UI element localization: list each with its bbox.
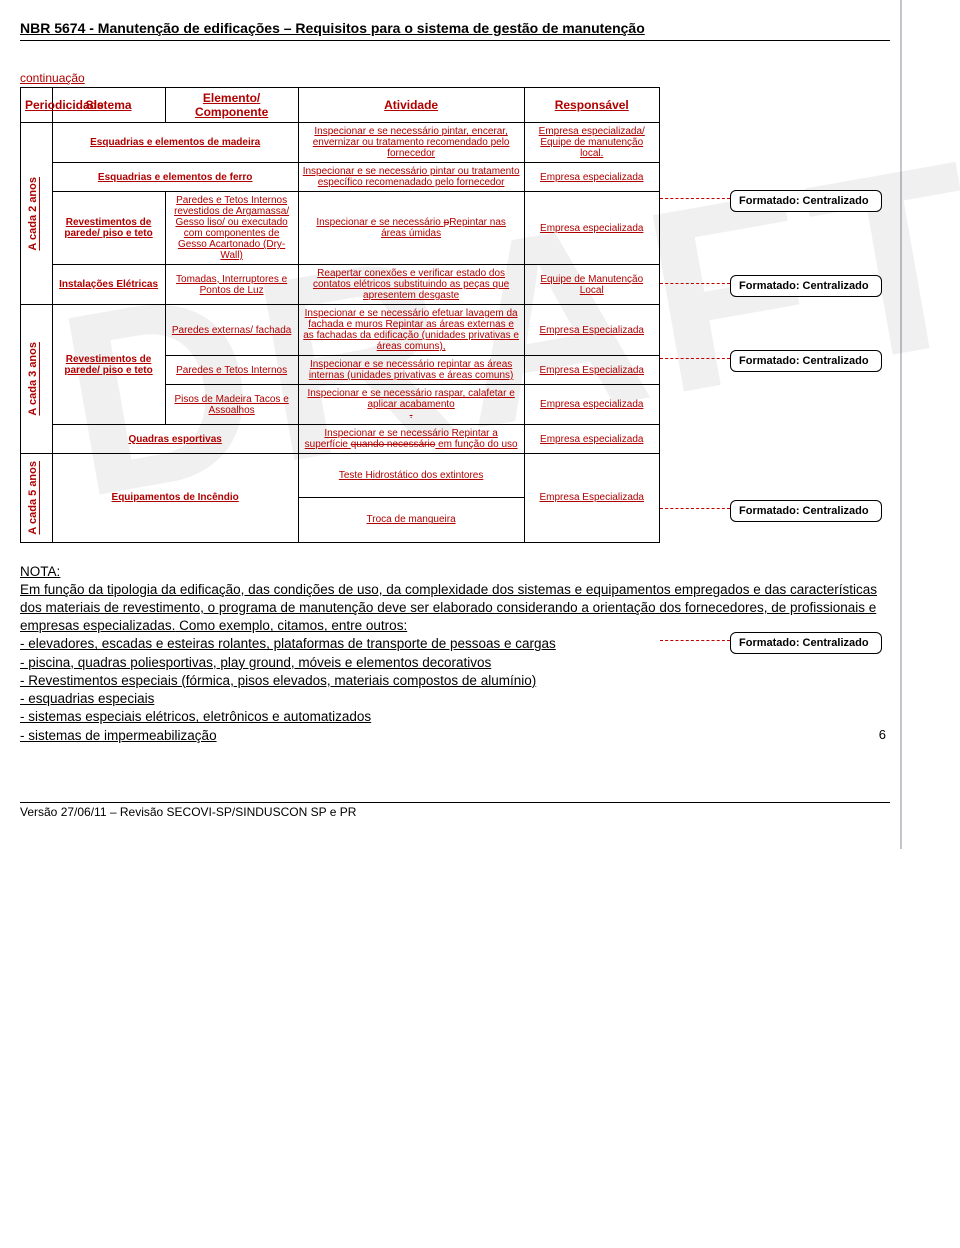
nota-list-item: - Revestimentos especiais (fórmica, piso… — [20, 673, 536, 688]
cell-atividade: Troca de mangueira — [298, 498, 524, 542]
cell-elemento: Paredes e Tetos Internos revestidos de A… — [165, 192, 298, 265]
cell-atividade: Inspecionar e se necessário repintar as … — [298, 356, 524, 385]
document-title: NBR 5674 - Manutenção de edificações – R… — [20, 20, 890, 36]
nota-list-item: - piscina, quadras poliesportivas, play … — [20, 655, 491, 670]
cell-atividade: Inspecionar e se necessário Repintar a s… — [298, 425, 524, 454]
cell-elemento: Paredes externas/ fachada — [165, 305, 298, 356]
cell-atividade: Teste Hidrostático dos extintores — [298, 454, 524, 498]
comment-balloon: Formatado: Centralizado — [730, 632, 882, 654]
comment-connector — [660, 640, 730, 641]
comment-balloon: Formatado: Centralizado — [730, 275, 882, 297]
cell-sistema: Esquadrias e elementos de ferro — [52, 163, 298, 192]
cell-atividade: Inspecionar e se necessário efetuar lava… — [298, 305, 524, 356]
continuation-label: continuação — [20, 71, 890, 85]
table-row: Esquadrias e elementos de ferro Inspecio… — [21, 163, 660, 192]
table-row: A cada 5 anos Equipamentos de Incêndio T… — [21, 454, 660, 498]
comment-connector — [660, 198, 730, 199]
comment-connector — [660, 358, 730, 359]
table-row: A cada 3 anos Revestimentos de parede/ p… — [21, 305, 660, 356]
nota-list-item: - esquadrias especiais — [20, 691, 154, 706]
th-atividade: Atividade — [298, 88, 524, 123]
nota-list-item: - elevadores, escadas e esteiras rolante… — [20, 636, 556, 651]
cell-atividade: Inspecionar e se necessário pRepintar na… — [298, 192, 524, 265]
cell-elemento: Paredes e Tetos Internos — [165, 356, 298, 385]
table-row: Quadras esportivas Inspecionar e se nece… — [21, 425, 660, 454]
title-underline — [20, 40, 890, 41]
cell-atividade: Inspecionar e se necessário pintar, ence… — [298, 123, 524, 163]
comment-connector — [660, 283, 730, 284]
table-row: Instalações Elétricas Tomadas, Interrupt… — [21, 265, 660, 305]
maintenance-table: Periodicidade Sistema Elemento/ Componen… — [20, 87, 660, 543]
cell-atividade: Reapertar conexões e verificar estado do… — [298, 265, 524, 305]
period-3-anos: A cada 3 anos — [21, 305, 53, 454]
cell-sistema: Equipamentos de Incêndio — [52, 454, 298, 543]
cell-atividade: Inspecionar e se necessário raspar, cala… — [298, 385, 524, 425]
comment-balloon: Formatado: Centralizado — [730, 500, 882, 522]
cell-responsavel: Empresa Especializada — [524, 454, 660, 543]
th-periodicidade: Periodicidade — [21, 88, 53, 123]
cell-sistema: Revestimentos de parede/ piso e teto — [52, 305, 165, 425]
comment-balloon: Formatado: Centralizado — [730, 190, 882, 212]
cell-responsavel: Empresa especializada — [524, 425, 660, 454]
cell-responsavel: Empresa Especializada — [524, 305, 660, 356]
th-elemento: Elemento/ Componente — [165, 88, 298, 123]
cell-responsavel: Empresa especializada/ Equipe de manuten… — [524, 123, 660, 163]
cell-sistema: Instalações Elétricas — [52, 265, 165, 305]
cell-elemento: Tomadas, Interruptores e Pontos de Luz — [165, 265, 298, 305]
table-row: Revestimentos de parede/ piso e teto Par… — [21, 192, 660, 265]
cell-responsavel: Empresa especializada — [524, 192, 660, 265]
nota-paragraph: Em função da tipologia da edificação, da… — [20, 582, 877, 633]
nota-list-item: - sistemas especiais elétricos, eletrôni… — [20, 709, 371, 724]
cell-responsavel: Equipe de Manutenção Local — [524, 265, 660, 305]
table-header-row: Periodicidade Sistema Elemento/ Componen… — [21, 88, 660, 123]
cell-atividade: Inspecionar e se necessário pintar ou tr… — [298, 163, 524, 192]
cell-responsavel: Empresa especializada — [524, 163, 660, 192]
nota-paragraph-b: Como exemplo, citamos, entre outros: — [175, 618, 407, 633]
cell-sistema: Quadras esportivas — [52, 425, 298, 454]
footer-text: Versão 27/06/11 – Revisão SECOVI-SP/SIND… — [20, 802, 890, 819]
period-2-anos: A cada 2 anos — [21, 123, 53, 305]
cell-responsavel: Empresa Especializada — [524, 356, 660, 385]
nota-title: NOTA: — [20, 564, 60, 579]
cell-responsavel: Empresa especializada — [524, 385, 660, 425]
comment-connector — [660, 508, 730, 509]
nota-list-item: - sistemas de impermeabilização — [20, 728, 217, 743]
table-row: A cada 2 anos Esquadrias e elementos de … — [21, 123, 660, 163]
cell-elemento: Pisos de Madeira Tacos e Assoalhos — [165, 385, 298, 425]
cell-sistema: Revestimentos de parede/ piso e teto — [52, 192, 165, 265]
th-responsavel: Responsável — [524, 88, 660, 123]
cell-sistema: Esquadrias e elementos de madeira — [52, 123, 298, 163]
period-5-anos: A cada 5 anos — [21, 454, 53, 543]
comment-balloon: Formatado: Centralizado — [730, 350, 882, 372]
